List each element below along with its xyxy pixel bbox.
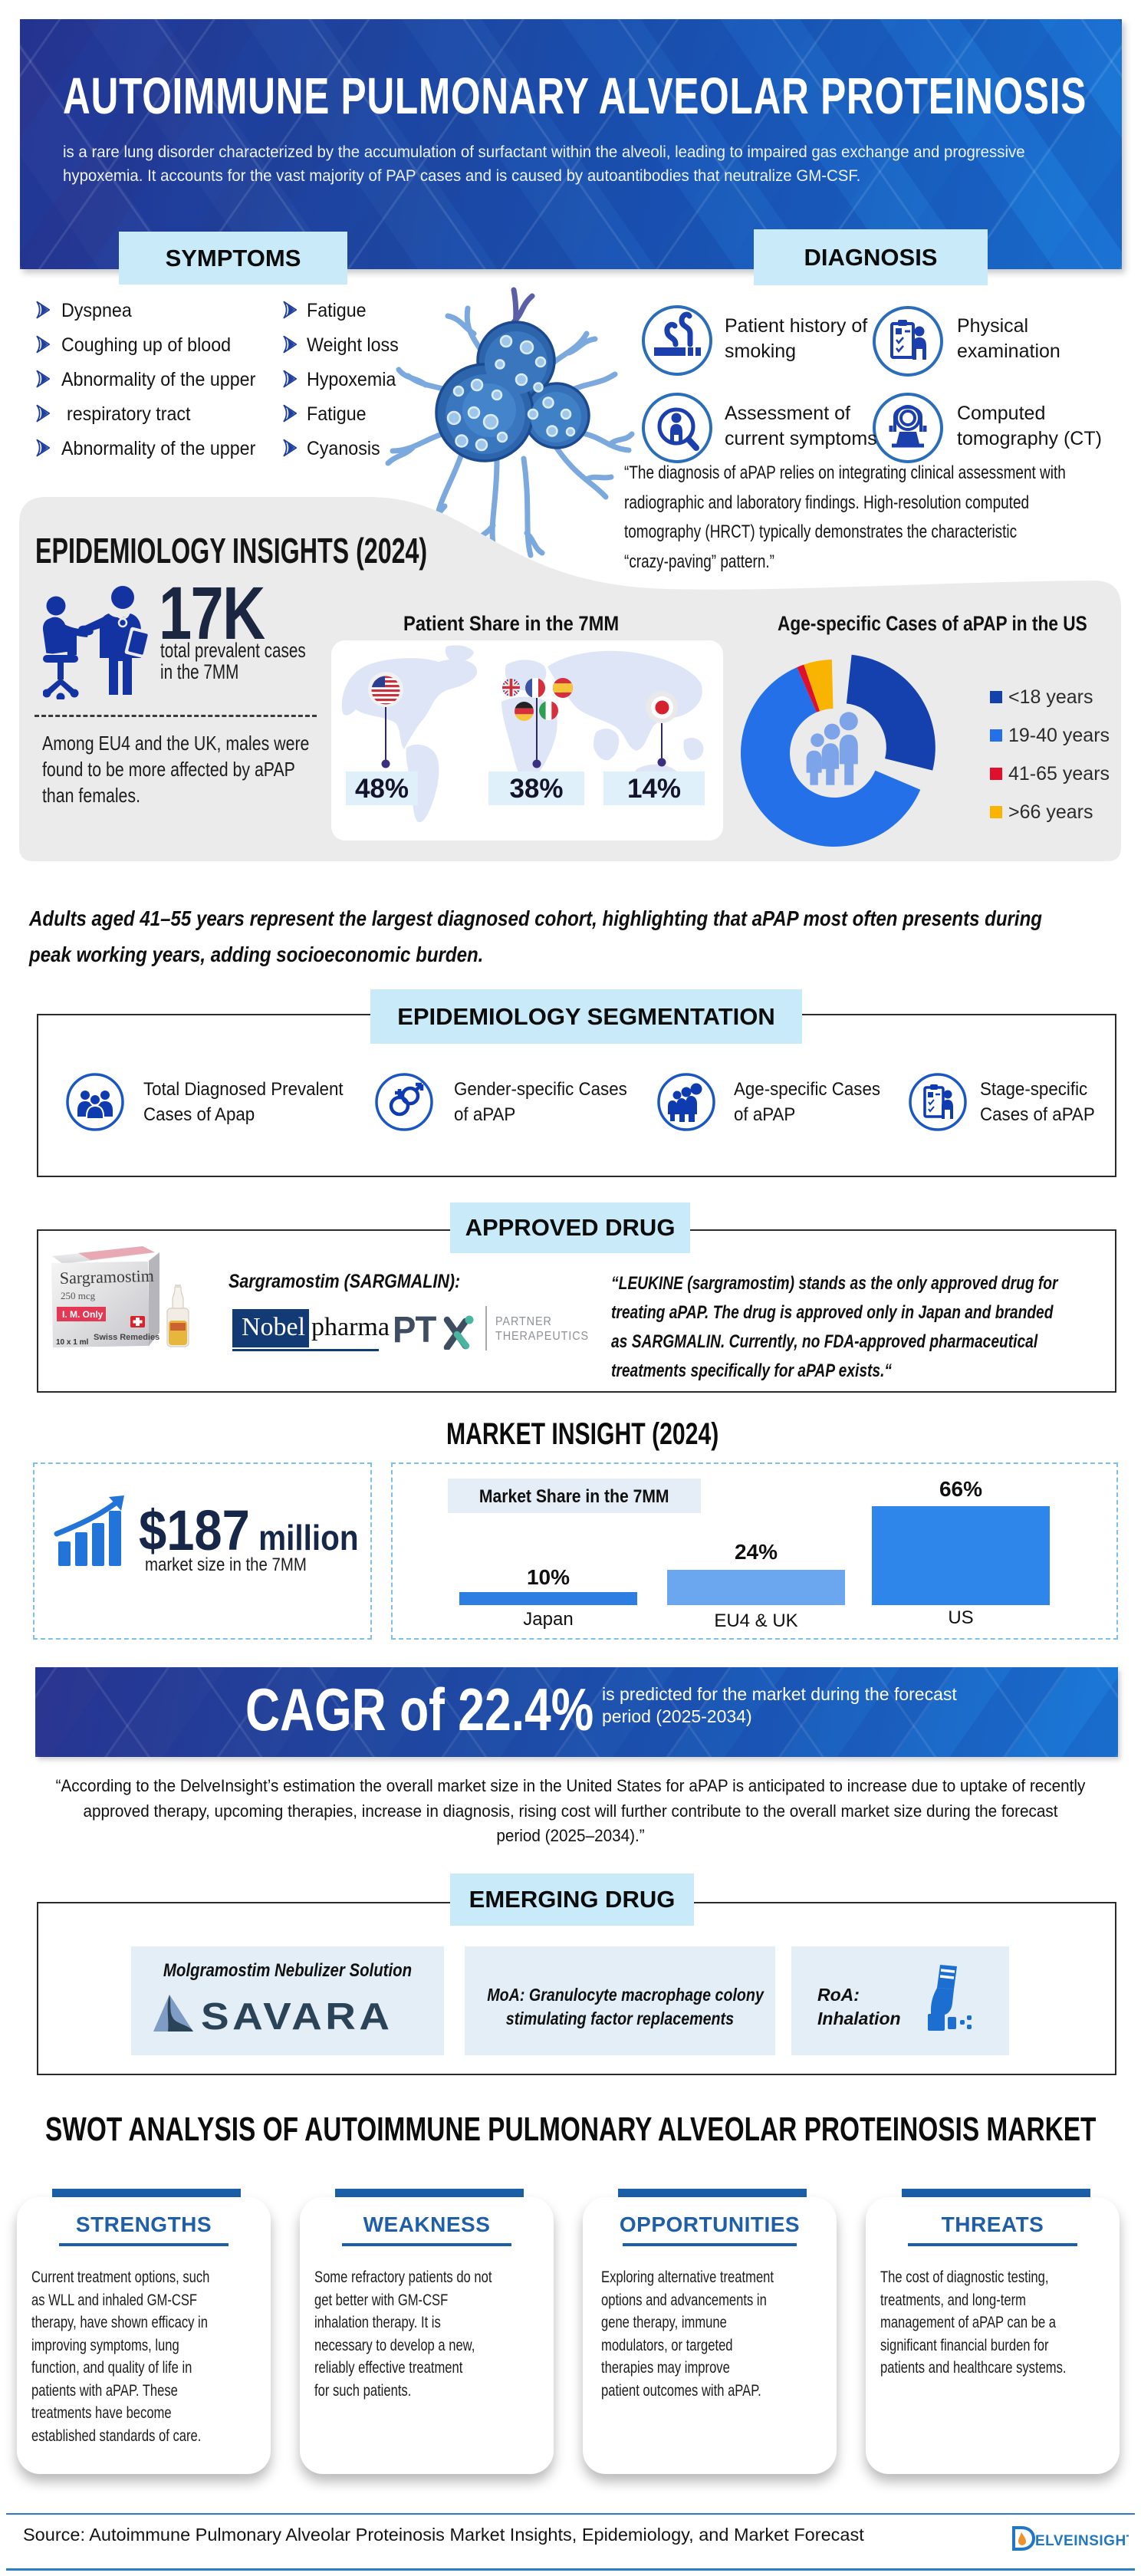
svg-text:250 mcg: 250 mcg xyxy=(61,1290,96,1301)
svg-text:Sargramostim: Sargramostim xyxy=(59,1266,154,1288)
svg-text:I. M. Only: I. M. Only xyxy=(62,1309,104,1320)
svg-text:ELVEINSIGHT: ELVEINSIGHT xyxy=(1035,2533,1129,2549)
svg-text:10 x 1 ml: 10 x 1 ml xyxy=(56,1338,88,1347)
svg-text:Swiss Remedies: Swiss Remedies xyxy=(94,1333,159,1342)
